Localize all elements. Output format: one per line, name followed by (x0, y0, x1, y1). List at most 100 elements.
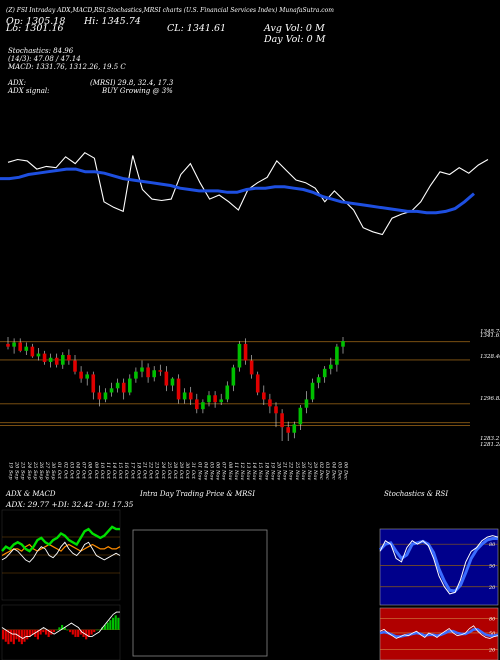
x-tick-label: 15 Oct (117, 462, 123, 480)
candle-body (24, 346, 29, 351)
y-tick-label: 1328.46 (480, 354, 500, 360)
macd-hist-bar (109, 620, 112, 630)
macd-hist-bar (31, 629, 34, 635)
x-tick-label: 19 Nov (269, 462, 275, 480)
close-label: CL: 1341.61 (167, 23, 227, 34)
x-tick-label: 16 Oct (123, 462, 129, 480)
x-tick-label: 11 Nov (233, 462, 239, 480)
macd-hist-bar (106, 622, 109, 630)
mrsi-level-label: 80 (489, 616, 496, 622)
x-tick-label: 10 Oct (99, 462, 105, 480)
candle-body (225, 385, 230, 400)
candle-body (103, 392, 108, 400)
y-tick-label: 1281.28 (480, 442, 500, 448)
y-tick-label: 1341.61 (480, 333, 500, 339)
stoch-level-label: 80 (489, 542, 496, 548)
x-tick-label: 25 Nov (294, 461, 300, 480)
candle-body (219, 399, 223, 403)
candle-body (213, 395, 217, 403)
x-tick-label: 01 Oct (56, 462, 62, 480)
macd-hist-bar (71, 629, 74, 635)
candle-body (262, 392, 266, 400)
x-tick-label: 15 Nov (257, 462, 263, 480)
adx-plus-di-line (1, 525, 120, 553)
macd-hist-bar (10, 629, 13, 642)
macd-hist-bar (66, 629, 69, 631)
x-tick-label: 04 Nov (202, 462, 208, 480)
low-label: Lo: 1301.16 (6, 23, 64, 34)
candle-body (335, 346, 339, 365)
x-tick-label: 04 Dec (330, 462, 336, 480)
stoch-panel-title: Stochastics & RSI (384, 490, 449, 498)
day-vol: Day Vol: 0 M (264, 34, 326, 45)
macd-hist-bar (98, 629, 101, 631)
x-tick-label: 06 Dec (343, 462, 349, 480)
candle-body (18, 342, 22, 351)
macd-hist-bar (12, 629, 15, 645)
macd-hist-bar (79, 629, 82, 635)
x-tick-label: 27 Nov (306, 461, 312, 480)
macd-hist-bar (44, 629, 48, 635)
candle-body (316, 377, 321, 383)
x-tick-label: 25 Oct (166, 461, 172, 480)
candle-body (292, 424, 297, 433)
x-tick-label: 01 Nov (196, 462, 202, 480)
candle-body (146, 367, 150, 378)
x-tick-label: 23 Sep (20, 461, 26, 480)
x-tick-label: 03 Oct (68, 462, 74, 480)
x-tick-label: 02 Oct (62, 462, 68, 480)
candle-body (268, 399, 272, 407)
macd-signal-line (1, 611, 120, 640)
adx-signal-label: ADX signal: (8, 87, 50, 95)
macd-hist-bar (52, 629, 56, 633)
macd-hist-bar (28, 629, 31, 637)
candle-body (237, 343, 242, 368)
candle-body (176, 378, 181, 400)
mrsi-level-label: 20 (488, 648, 496, 654)
main-chart: 1345.741341.61 1328.46 1296.83 1283.21281.2… (0, 151, 500, 480)
candle-body (341, 341, 345, 347)
avg-vol: Avg Vol: 0 M (264, 23, 325, 34)
x-tick-label: 18 Nov (263, 462, 269, 480)
candle-body (243, 343, 248, 361)
candle-body (30, 346, 35, 357)
x-tick-label: 04 Oct (75, 462, 81, 480)
high-label: Hi: 1345.74 (84, 16, 141, 27)
mrsi-value: (MRSI) 29.8, 32.4, 17.3 (90, 79, 174, 87)
candle-body (73, 360, 77, 372)
x-tick-label: 17 Oct (129, 462, 135, 480)
x-tick-label: 19 Sep (8, 462, 14, 480)
x-tick-label: 23 Oct (154, 461, 160, 480)
candle-body (85, 374, 89, 379)
x-tick-label: 21 Oct (142, 461, 148, 480)
macd-hist-bar (90, 629, 93, 635)
macd-hist-bar (58, 627, 61, 630)
x-tick-label: 31 Oct (190, 462, 196, 480)
y-tick-label: 1283.2 (480, 436, 500, 442)
x-tick-label: 11 Oct (105, 462, 111, 480)
x-tick-label: 21 Nov (282, 461, 288, 480)
candle-body (310, 382, 315, 400)
macd-hist-bar (36, 629, 40, 640)
candle-body (36, 353, 41, 357)
macd-hist-bar (23, 629, 26, 642)
y-tick-label: 1345.74 (480, 329, 500, 335)
candle-body (152, 370, 156, 378)
macd-hist-bar (61, 624, 64, 630)
macd-hist-bar (7, 629, 10, 645)
candle-body (109, 388, 114, 393)
intraday-box (132, 529, 268, 657)
x-tick-label: 30 Oct (184, 462, 190, 480)
x-tick-label: 30 Sep (50, 462, 56, 480)
candle-body (207, 395, 211, 403)
adx-panel-values: ADX: 29.77 +DI: 32.42 -DI: 17.35 (6, 500, 134, 509)
candle-body (134, 371, 138, 379)
adx-label: ADX: (8, 79, 27, 87)
adx-minus-di-line (1, 543, 121, 557)
x-tick-label: 27 Sep (44, 461, 50, 480)
x-tick-label: 09 Oct (93, 462, 99, 480)
candle-body (280, 413, 284, 428)
x-tick-label: 03 Dec (324, 462, 330, 480)
macd-hist-bar (74, 629, 77, 637)
candle-body (188, 392, 193, 400)
